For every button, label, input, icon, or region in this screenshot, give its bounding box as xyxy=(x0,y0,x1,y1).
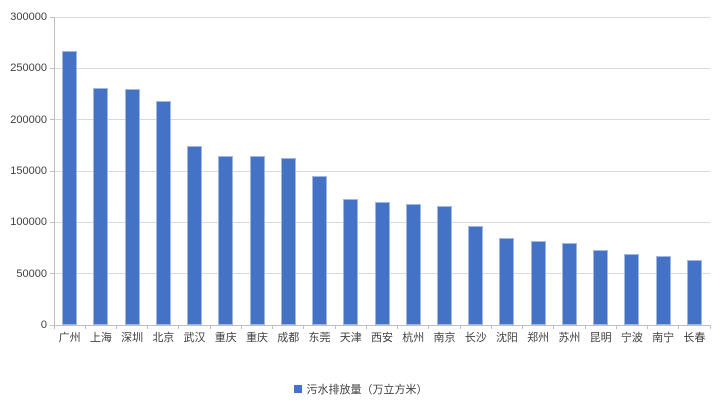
y-tick-mark xyxy=(50,119,54,121)
gridline xyxy=(54,119,710,121)
x-axis-label: 南京 xyxy=(433,332,456,344)
x-tick-mark xyxy=(459,325,461,329)
x-tick-mark xyxy=(84,325,86,329)
y-tick-mark xyxy=(50,273,54,275)
bar-广州 xyxy=(62,50,78,325)
y-axis-label: 50000 xyxy=(16,267,47,280)
y-axis-line xyxy=(54,17,55,325)
bar-宁波 xyxy=(624,253,640,325)
y-axis-label: 250000 xyxy=(10,62,47,75)
bar-郑州 xyxy=(530,241,546,325)
x-tick-mark xyxy=(240,325,242,329)
x-axis-label: 西安 xyxy=(370,332,393,344)
x-tick-mark xyxy=(147,325,149,329)
bar-成都 xyxy=(280,157,296,325)
x-tick-mark xyxy=(615,325,617,329)
bar-沈阳 xyxy=(499,237,515,325)
x-tick-mark xyxy=(303,325,305,329)
x-axis-label: 上海 xyxy=(89,332,112,344)
x-axis-line xyxy=(54,325,710,326)
y-tick-mark xyxy=(50,324,54,326)
x-axis-label: 成都 xyxy=(277,332,300,344)
y-tick-mark xyxy=(50,16,54,18)
x-tick-mark xyxy=(53,325,55,329)
x-axis-label: 重庆 xyxy=(214,332,237,344)
y-tick-mark xyxy=(50,170,54,172)
x-tick-mark xyxy=(678,325,680,329)
bar-重庆 xyxy=(218,155,234,325)
x-tick-mark xyxy=(209,325,211,329)
bar-南京 xyxy=(436,205,452,325)
bar-西安 xyxy=(374,201,390,325)
bar-南宁 xyxy=(655,256,671,325)
x-tick-mark xyxy=(709,325,711,329)
bar-东莞 xyxy=(312,176,328,325)
x-tick-mark xyxy=(553,325,555,329)
x-axis-label: 东莞 xyxy=(308,332,331,344)
bar-重庆 xyxy=(249,156,265,325)
bar-杭州 xyxy=(405,203,421,325)
x-axis-label: 长春 xyxy=(683,332,706,344)
bar-武汉 xyxy=(187,146,203,325)
x-axis-label: 重庆 xyxy=(246,332,269,344)
x-tick-mark xyxy=(522,325,524,329)
x-tick-mark xyxy=(647,325,649,329)
x-axis-label: 郑州 xyxy=(527,332,550,344)
gridline xyxy=(54,170,710,172)
x-axis-label: 广州 xyxy=(58,332,81,344)
y-axis-label: 100000 xyxy=(10,216,47,229)
x-tick-mark xyxy=(428,325,430,329)
x-axis-label: 天津 xyxy=(339,332,362,344)
bar-长春 xyxy=(686,259,702,325)
legend-label: 污水排放量（万立方米） xyxy=(306,384,428,396)
x-axis-label: 北京 xyxy=(152,332,175,344)
y-tick-mark xyxy=(50,67,54,69)
x-axis-label: 长沙 xyxy=(464,332,487,344)
bar-深圳 xyxy=(124,88,140,325)
x-axis-label: 宁波 xyxy=(620,332,643,344)
y-tick-mark xyxy=(50,221,54,223)
x-tick-mark xyxy=(584,325,586,329)
bar-北京 xyxy=(155,101,171,325)
gridline xyxy=(54,67,710,69)
x-axis-label: 武汉 xyxy=(183,332,206,344)
y-axis-label: 0 xyxy=(40,319,47,331)
x-tick-mark xyxy=(115,325,117,329)
x-tick-mark xyxy=(178,325,180,329)
legend-marker-icon xyxy=(293,385,302,393)
x-axis-label: 苏州 xyxy=(558,332,581,344)
bar-昆明 xyxy=(593,249,609,325)
x-axis-label: 杭州 xyxy=(402,332,425,344)
x-tick-mark xyxy=(397,325,399,329)
x-axis-label: 昆明 xyxy=(589,332,612,344)
bar-长沙 xyxy=(468,226,484,325)
x-axis-label: 深圳 xyxy=(121,332,144,344)
gridline xyxy=(54,16,710,18)
y-axis-label: 150000 xyxy=(10,165,47,177)
legend: 污水排放量（万立方米） xyxy=(0,382,721,396)
x-tick-mark xyxy=(365,325,367,329)
x-tick-mark xyxy=(490,325,492,329)
x-tick-mark xyxy=(334,325,336,329)
bar-天津 xyxy=(343,198,359,325)
bar-苏州 xyxy=(561,243,577,325)
bar-上海 xyxy=(93,87,109,325)
y-axis-label: 200000 xyxy=(10,113,47,126)
x-axis-label: 南宁 xyxy=(652,332,675,344)
x-axis-label: 沈阳 xyxy=(495,332,518,344)
y-axis-label: 300000 xyxy=(10,11,47,23)
x-tick-mark xyxy=(272,325,274,329)
